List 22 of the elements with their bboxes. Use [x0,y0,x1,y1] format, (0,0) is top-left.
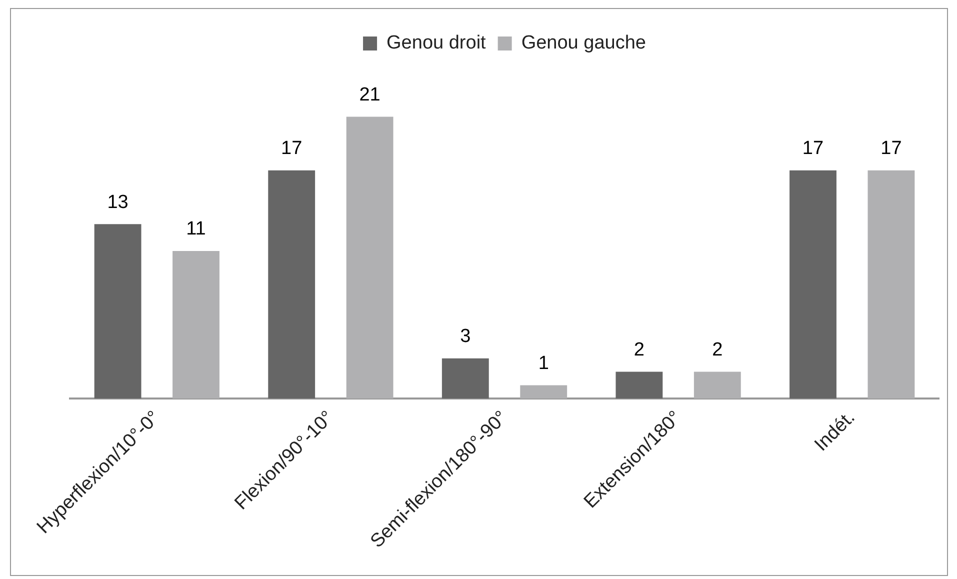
bar [442,358,489,399]
data-label: 3 [460,326,471,348]
data-label: 13 [107,192,128,213]
data-label: 17 [802,138,824,160]
bar [172,250,220,399]
bar [268,170,316,399]
legend-label: Genou droit [386,32,487,54]
data-label: 17 [281,138,302,160]
data-label: 17 [880,138,902,160]
data-label: 1 [538,352,549,374]
data-label: 2 [634,340,644,361]
bar [790,170,836,399]
legend-label: Genou gauche [521,32,646,54]
data-label: 2 [712,340,723,361]
bar [616,372,663,399]
bar [520,385,568,399]
data-label: 11 [186,218,206,240]
data-label: 21 [359,84,380,106]
bar [94,224,142,399]
bar [694,372,741,399]
bar [868,170,915,399]
bar [346,116,394,399]
